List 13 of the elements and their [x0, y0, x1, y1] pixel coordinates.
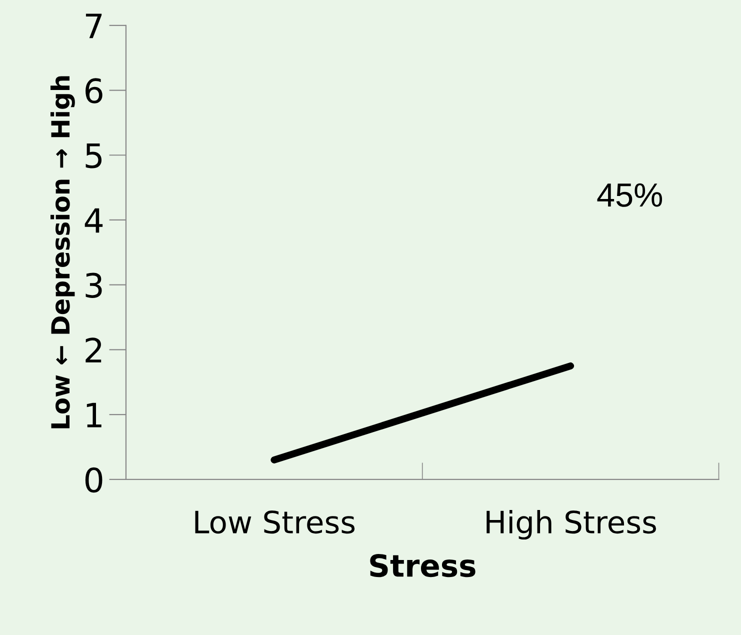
y-tick-label: 4: [84, 208, 103, 233]
y-tick-label: 1: [86, 402, 102, 428]
y-tick-label: 6: [86, 78, 102, 104]
y-tick-label: 5: [86, 143, 102, 168]
y-axis-title: Low ← Depression → High: [50, 76, 75, 428]
annotation: 45%: [597, 183, 662, 207]
x-tick-label: Low Stress: [195, 510, 355, 534]
y-tick-label: 7: [86, 14, 102, 38]
y-tick-label: 0: [85, 467, 102, 493]
x-tick-label: High Stress: [486, 510, 656, 540]
y-tick-label: 3: [86, 272, 102, 298]
x-axis-title: Stress: [370, 554, 476, 578]
y-tick-label: 2: [86, 338, 102, 362]
